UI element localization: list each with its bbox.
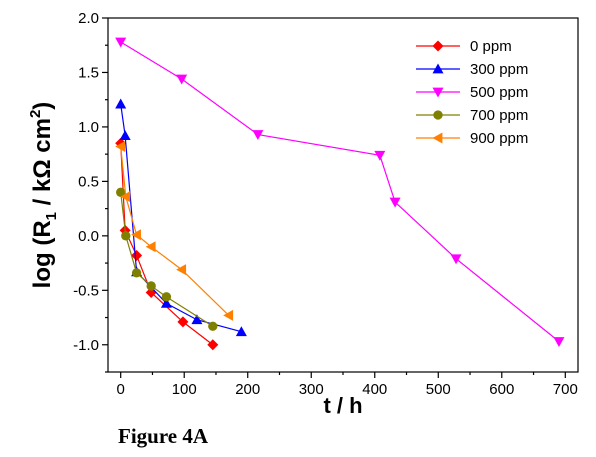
legend-label: 300 ppm — [470, 61, 528, 78]
data-point — [176, 74, 188, 85]
data-point — [235, 326, 247, 337]
data-point — [553, 337, 565, 348]
data-point — [146, 281, 156, 291]
data-point — [432, 63, 444, 74]
axes-layer: 0 100 200 300 400 500 600 700 -1.0 -0.5 0.0 0.5 1.0 1… — [73, 10, 578, 398]
y-axis-title: log (R1 / kΩ cm2) — [27, 102, 60, 289]
x-tick-label: 0 — [117, 381, 125, 398]
data-point — [208, 321, 218, 331]
data-point — [119, 130, 131, 141]
data-point — [120, 191, 131, 203]
data-point — [145, 241, 156, 253]
legend-entry: 700 ppm — [416, 107, 528, 124]
data-point — [161, 292, 172, 302]
legend-entry: 500 ppm — [416, 84, 528, 101]
legend-entry: 300 ppm — [416, 61, 528, 78]
y-title-superscript: 2 — [27, 110, 44, 118]
legend-label: 0 ppm — [470, 38, 512, 55]
y-tick-label: 2.0 — [78, 10, 99, 27]
data-point — [116, 187, 126, 197]
data-point — [432, 87, 444, 98]
x-axis-title: t / h — [323, 393, 362, 418]
data-point — [432, 40, 444, 52]
figure-caption: Figure 4A — [118, 424, 209, 448]
data-point — [252, 130, 264, 141]
y-title-part-2: / kΩ cm — [29, 118, 56, 212]
data-point — [191, 314, 203, 325]
y-tick-label: 0.5 — [78, 173, 99, 190]
y-title-part-1: log (R — [29, 220, 56, 288]
series-1 — [115, 98, 247, 337]
legend-label: 900 ppm — [470, 130, 528, 147]
data-point — [160, 297, 172, 308]
y-tick-label: 1.0 — [78, 119, 99, 136]
x-tick-label: 300 — [299, 381, 324, 398]
data-point — [389, 197, 401, 208]
series-3 — [116, 187, 218, 331]
data-point — [432, 132, 443, 144]
y-tick-label: -0.5 — [73, 282, 99, 299]
legend: 0 ppm 300 ppm 500 ppm 700 ppm 900 ppm — [416, 38, 528, 147]
y-tick-label: 1.5 — [78, 64, 99, 81]
data-point — [207, 339, 219, 351]
data-point — [177, 316, 189, 328]
series-line — [120, 103, 242, 333]
data-point — [121, 231, 131, 241]
legend-label: 500 ppm — [470, 84, 528, 101]
legend-entry: 900 ppm — [416, 130, 528, 147]
series-0 — [115, 137, 219, 351]
data-point — [223, 309, 234, 321]
data-point — [131, 229, 141, 241]
data-point — [131, 268, 142, 278]
data-point — [450, 254, 462, 265]
x-tick-label: 100 — [172, 381, 197, 398]
data-point — [115, 141, 126, 153]
series-layer — [115, 37, 565, 351]
x-tick-label: 400 — [362, 381, 387, 398]
data-point — [433, 110, 443, 120]
x-tick-label: 600 — [489, 381, 514, 398]
x-tick-label: 500 — [426, 381, 451, 398]
y-title-part-3: ) — [29, 102, 56, 110]
series-line — [120, 192, 214, 327]
chart: 0 100 200 300 400 500 600 700 -1.0 -0.5 0.0 0.5 1.0 1… — [27, 10, 579, 418]
data-point — [176, 264, 187, 276]
series-4 — [115, 141, 234, 321]
data-point — [115, 98, 127, 109]
x-tick-label: 700 — [553, 381, 578, 398]
y-tick-label: -1.0 — [73, 337, 99, 354]
legend-entry: 0 ppm — [416, 38, 512, 55]
data-point — [115, 37, 127, 48]
x-tick-label: 200 — [235, 381, 260, 398]
legend-label: 700 ppm — [470, 107, 528, 124]
series-line — [120, 143, 214, 346]
y-tick-label: 0.0 — [78, 228, 99, 245]
data-point — [131, 249, 143, 261]
y-title-subscript: 1 — [43, 212, 60, 220]
series-2 — [115, 37, 565, 348]
data-point — [374, 150, 386, 161]
series-line — [120, 146, 230, 316]
